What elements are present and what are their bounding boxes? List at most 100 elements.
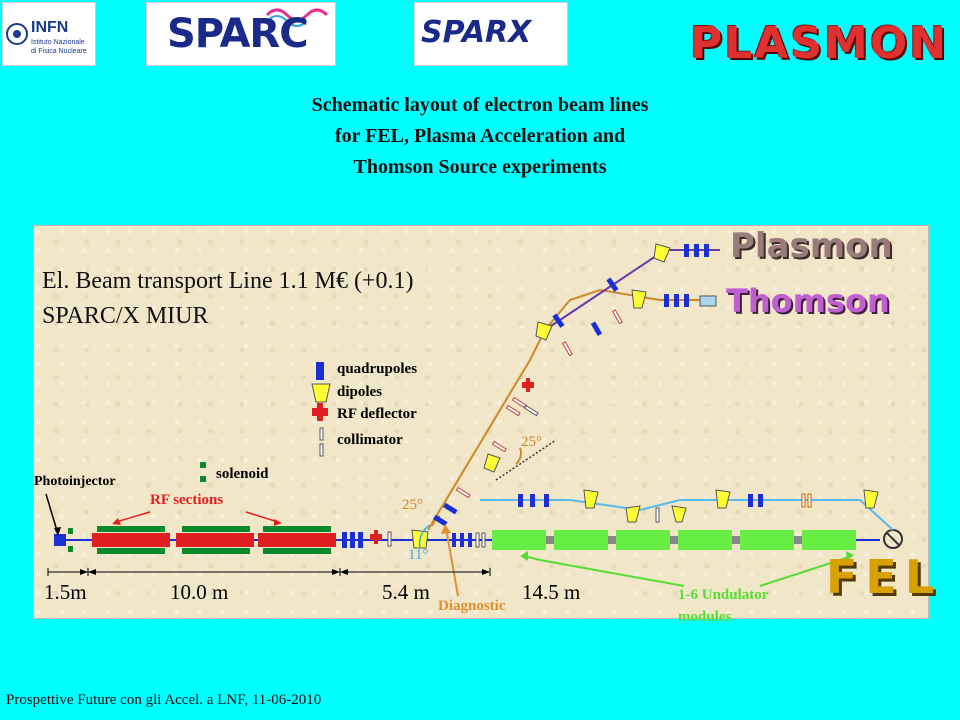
thomson-interaction-point <box>699 295 717 307</box>
legend-dipoles-label: dipoles <box>337 384 383 400</box>
sparc-logo-text: SPARC <box>167 11 309 57</box>
footer-text: Prospettive Future con gli Accel. a LNF,… <box>6 692 322 708</box>
legend-quadrupole-icon <box>316 362 324 380</box>
diagram-heading-2: SPARC/X MIUR <box>42 303 209 329</box>
collimator <box>511 396 527 409</box>
collimator <box>801 493 806 508</box>
dipole <box>715 489 731 509</box>
title-line-1: Schematic layout of electron beam lines <box>311 94 649 116</box>
undulator-module-3 <box>616 530 670 550</box>
quadrupole <box>460 533 464 547</box>
sparx-logo-text: SPARX <box>421 15 532 50</box>
sparc-logo: SPARC <box>146 2 336 66</box>
distance-4-label: 14.5 m <box>522 580 581 604</box>
diagram-heading-1: El. Beam transport Line 1.1 M€ (+0.1) <box>42 268 414 294</box>
title-line-2: for FEL, Plasma Acceleration and <box>334 125 626 147</box>
legend-rf-deflector-icon <box>312 403 328 421</box>
title-line-3: Thomson Source experiments <box>353 156 607 178</box>
quadrupole <box>358 532 363 548</box>
undulator-label: 1-6 Undulator <box>678 587 769 603</box>
legend-solenoid-label: solenoid <box>216 466 269 482</box>
quadrupole <box>674 294 679 307</box>
undulator-module-1 <box>492 530 546 550</box>
collimator <box>655 507 660 523</box>
diagnostic-label: Diagnostic <box>438 598 506 614</box>
quadrupole <box>342 532 347 548</box>
collimator <box>491 440 507 453</box>
quadrupole <box>530 494 535 507</box>
dipole <box>535 321 553 341</box>
rf-section-3 <box>258 526 336 554</box>
distance-1-label: 1.5m <box>44 580 87 604</box>
infn-logo-graphic <box>6 23 28 45</box>
legend-dipole-icon <box>311 383 331 403</box>
dipole <box>671 505 687 523</box>
quadrupole <box>433 514 448 527</box>
plasmon-endstation-label: Plasmon <box>730 226 893 266</box>
sparc-logo-graphic <box>265 8 329 27</box>
rf-deflector <box>522 378 534 392</box>
distance-3-label: 5.4 m <box>382 580 430 604</box>
legend-rf-deflector-label: RF deflector <box>337 406 417 422</box>
solenoid-1 <box>68 528 73 534</box>
quadrupole <box>758 494 763 507</box>
distance-2-label: 10.0 m <box>170 580 229 604</box>
undulator-module-6 <box>802 530 856 550</box>
quadrupole <box>664 294 669 307</box>
collimator <box>505 404 521 417</box>
quadrupole <box>518 494 523 507</box>
quadrupole <box>694 244 699 257</box>
collimator <box>455 486 471 499</box>
collimator <box>481 532 486 548</box>
legend-collimator-icon-2 <box>319 443 324 457</box>
plasmonx-logo: PLASMON X <box>690 18 960 69</box>
collimator <box>475 532 480 548</box>
rf-deflector <box>370 530 382 544</box>
rf-section-1 <box>92 526 170 554</box>
quadrupole <box>552 313 565 328</box>
infn-logo-sub1: Istituto Nazionale <box>31 39 85 46</box>
undulator-module-2 <box>554 530 608 550</box>
dipole <box>631 289 647 309</box>
quadrupole <box>350 532 355 548</box>
photoinjector-label: Photoinjector <box>34 474 116 489</box>
collimator <box>611 309 623 325</box>
rf-sections-label: RF sections <box>150 492 224 508</box>
sparx-logo: SPARX <box>414 2 568 66</box>
quadrupole <box>452 533 456 547</box>
dipole <box>653 243 671 263</box>
legend-solenoid-icon <box>200 462 206 468</box>
legend-collimator-label: collimator <box>337 432 403 448</box>
quadrupole <box>590 321 603 337</box>
collimator <box>523 404 539 417</box>
dipole <box>625 505 641 523</box>
undulator-module-5 <box>740 530 794 550</box>
undulator-module-4 <box>678 530 732 550</box>
collimator <box>807 493 812 508</box>
collimator <box>561 341 573 357</box>
page-title: Schematic layout of electron beam lines … <box>160 90 800 183</box>
quadrupole <box>468 533 472 547</box>
dipole <box>483 453 501 473</box>
dipole <box>583 489 599 509</box>
quadrupole <box>443 502 458 515</box>
quadrupole <box>606 277 619 292</box>
solenoid-2 <box>68 546 73 552</box>
collimator <box>387 531 392 547</box>
legend-collimator-icon <box>319 427 324 441</box>
quadrupole <box>544 494 549 507</box>
angle-25-low-label: 25° <box>402 497 423 513</box>
thomson-endstation-label: Thomson <box>726 282 890 320</box>
angle-25-high-label: 25° <box>521 434 542 450</box>
legend-quadrupoles-label: quadrupoles <box>337 361 418 377</box>
beamline-diagram-panel <box>33 225 929 619</box>
quadrupole <box>684 244 689 257</box>
fel-endstation-label: FEL <box>826 550 943 604</box>
photoinjector-gun <box>54 534 66 546</box>
quadrupole <box>704 244 709 257</box>
quadrupole <box>684 294 689 307</box>
undulator-label-2: modules <box>678 609 732 625</box>
infn-logo-text: INFN <box>31 19 69 36</box>
angle-11-label: 11° <box>408 547 429 563</box>
